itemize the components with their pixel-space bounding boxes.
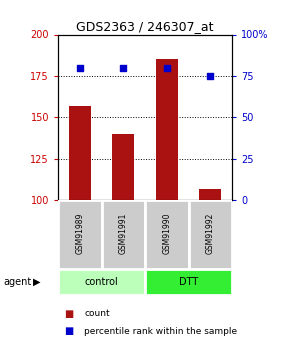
Bar <box>156 59 177 200</box>
Title: GDS2363 / 246307_at: GDS2363 / 246307_at <box>76 20 214 33</box>
Text: DTT: DTT <box>179 277 198 287</box>
Bar <box>145 269 232 295</box>
Text: count: count <box>84 309 110 318</box>
Bar <box>58 269 145 295</box>
Text: ■: ■ <box>64 309 73 319</box>
Bar <box>188 200 232 269</box>
Point <box>121 65 126 70</box>
Text: control: control <box>85 277 118 287</box>
Text: GSM91990: GSM91990 <box>162 213 171 254</box>
Bar <box>113 134 134 200</box>
Text: ■: ■ <box>64 326 73 336</box>
Bar <box>58 200 102 269</box>
Text: agent: agent <box>3 277 31 287</box>
Point <box>164 65 169 70</box>
Bar <box>102 200 145 269</box>
Bar <box>69 106 90 200</box>
Text: percentile rank within the sample: percentile rank within the sample <box>84 327 237 336</box>
Text: GSM91992: GSM91992 <box>206 213 215 254</box>
Point <box>208 73 213 79</box>
Text: GSM91989: GSM91989 <box>75 213 84 254</box>
Text: ▶: ▶ <box>33 277 41 287</box>
Bar <box>200 188 221 200</box>
Bar <box>145 200 188 269</box>
Point <box>77 65 82 70</box>
Text: GSM91991: GSM91991 <box>119 213 128 254</box>
